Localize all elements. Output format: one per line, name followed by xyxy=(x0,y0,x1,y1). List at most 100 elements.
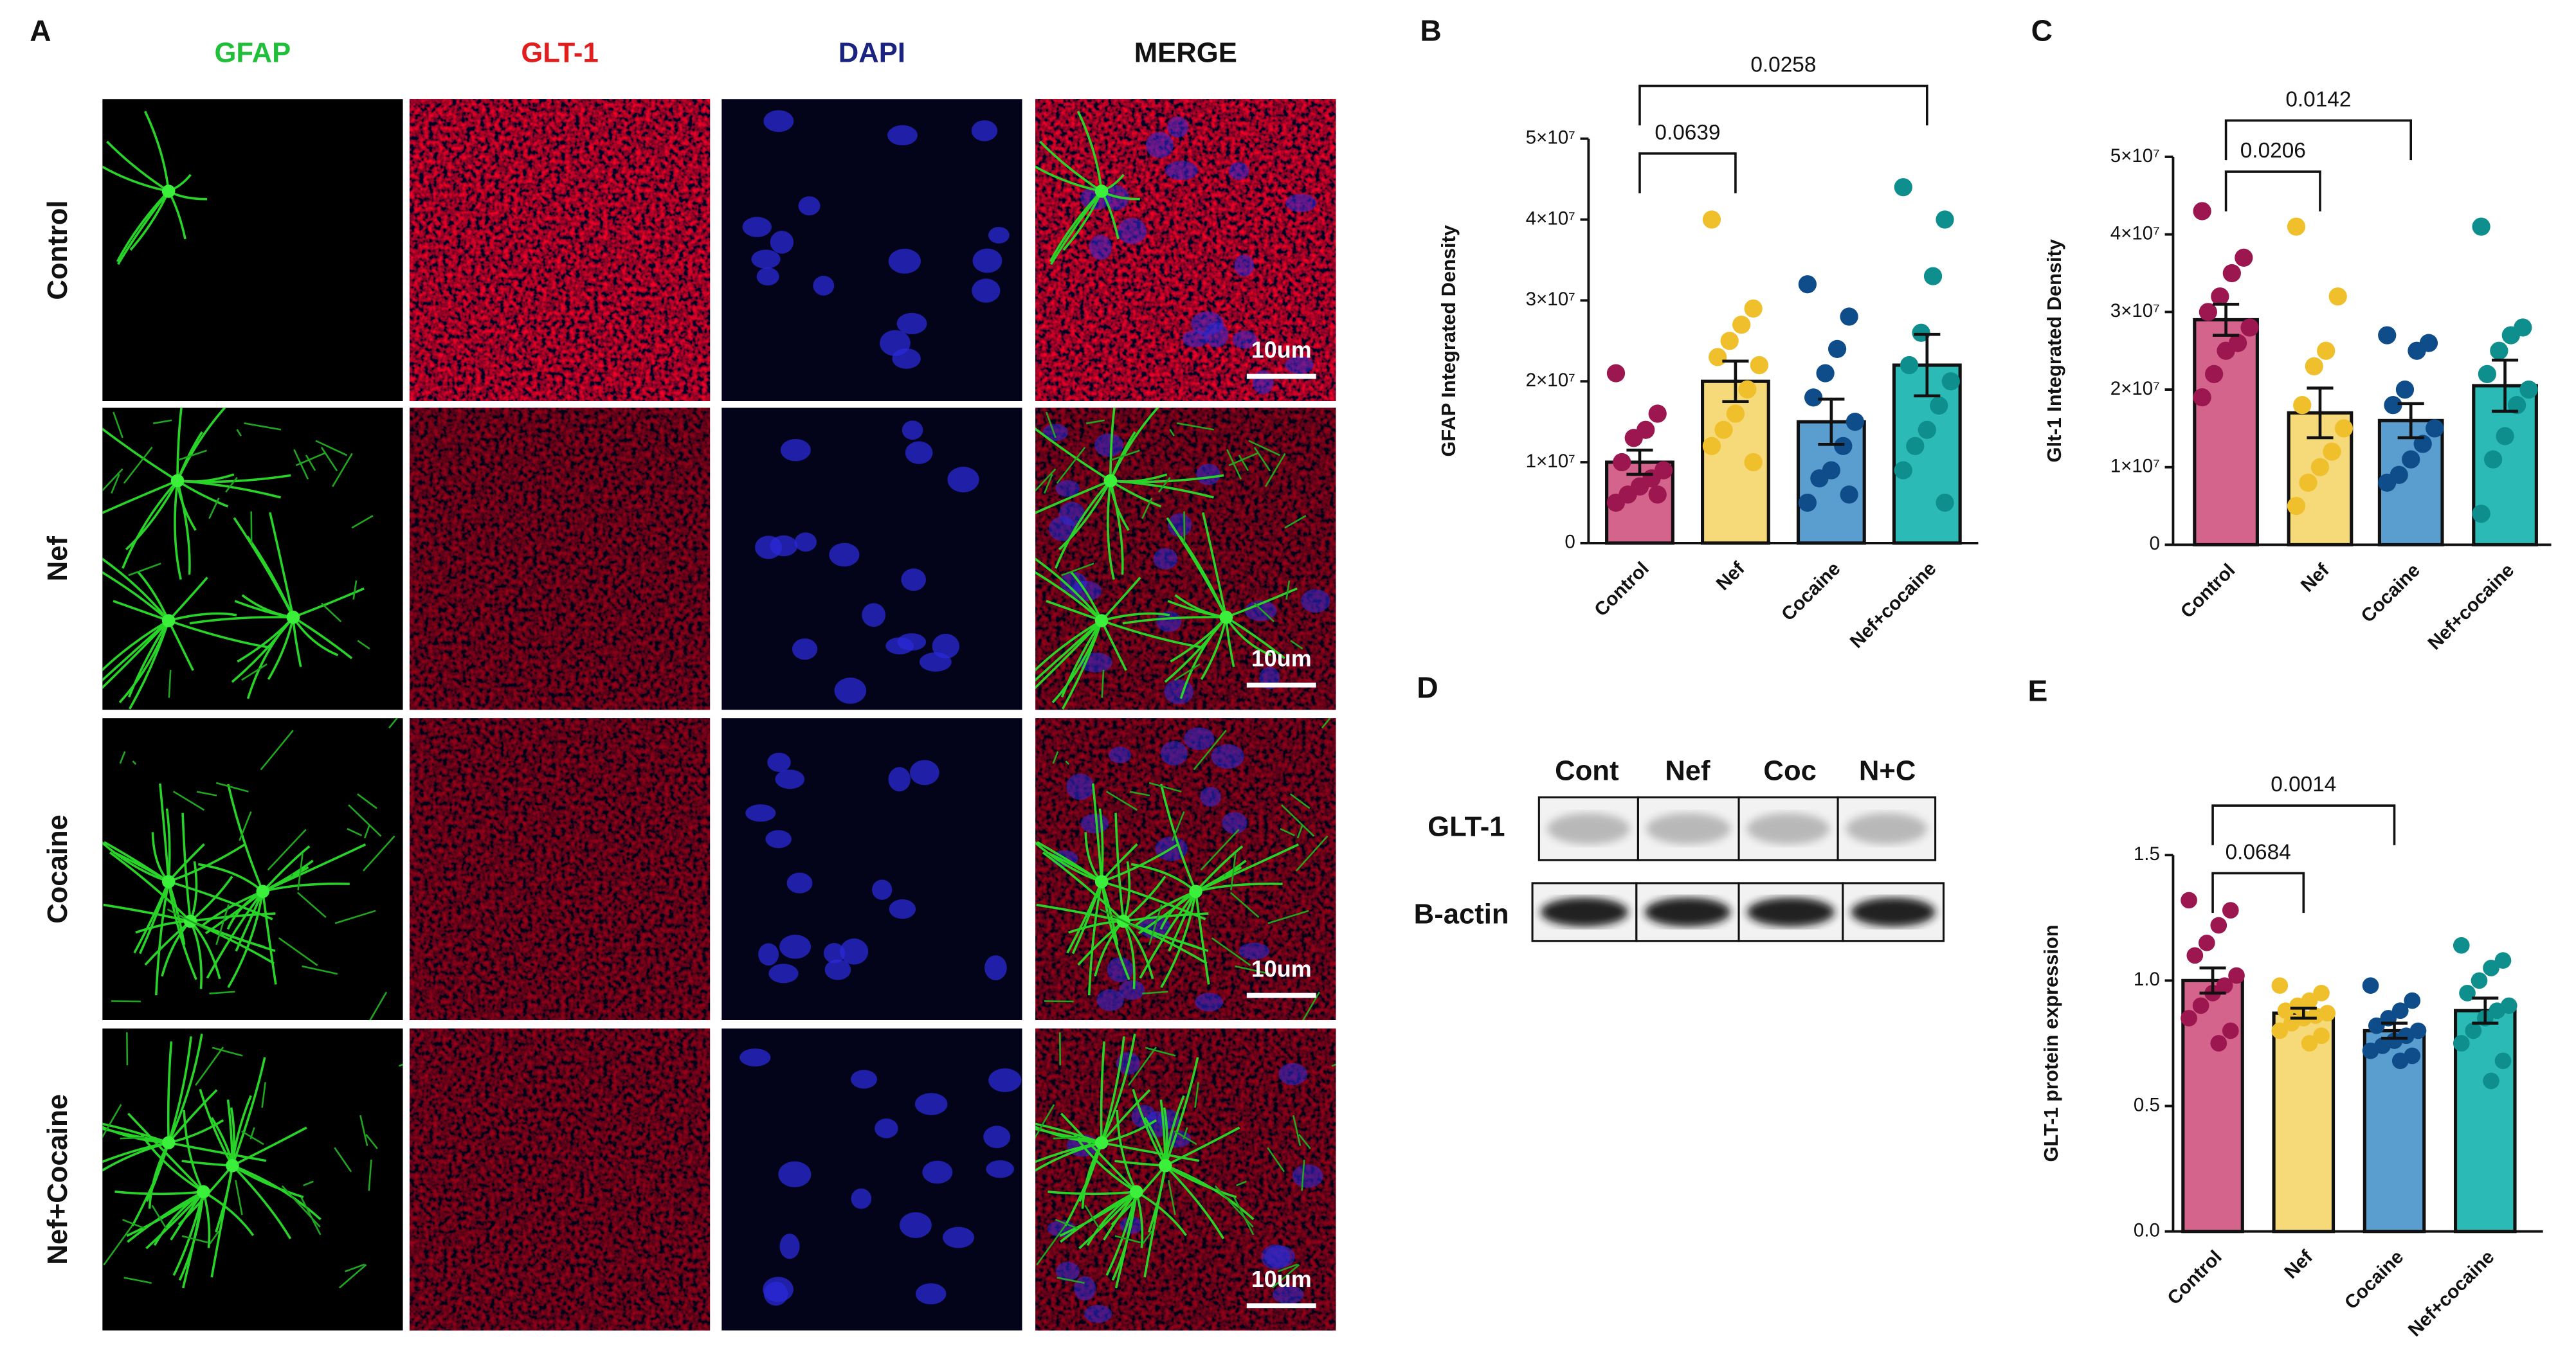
micrograph xyxy=(721,408,1022,710)
nucleus xyxy=(1074,1276,1096,1301)
fiber xyxy=(249,1127,255,1140)
astrocyte-process xyxy=(1107,480,1115,580)
data-point xyxy=(1834,436,1853,455)
micrograph xyxy=(409,408,711,710)
astrocyte-process xyxy=(155,881,170,996)
fiber xyxy=(357,640,370,650)
astrocyte-process xyxy=(1100,1033,1136,1144)
significance-bracket xyxy=(2224,119,2413,161)
astrocyte-process xyxy=(102,1122,169,1144)
astrocyte-process xyxy=(167,1089,218,1144)
fiber xyxy=(1141,498,1153,519)
astrocyte-process xyxy=(1035,1128,1102,1144)
fiber xyxy=(315,440,348,456)
astrocyte-process xyxy=(122,480,179,569)
astrocyte-process xyxy=(159,783,170,882)
data-point xyxy=(1744,299,1763,318)
astrocyte-soma xyxy=(1189,885,1202,898)
astrocyte-process xyxy=(261,891,277,985)
fiber xyxy=(208,498,220,519)
fiber xyxy=(1253,447,1271,472)
fiber xyxy=(132,760,137,765)
nucleus xyxy=(792,638,818,660)
data-point xyxy=(2453,937,2470,954)
nucleus xyxy=(1048,516,1076,541)
astrocyte-process xyxy=(102,620,170,690)
fiber xyxy=(1285,580,1291,600)
fiber xyxy=(177,449,207,461)
astrocyte-process xyxy=(145,1191,204,1250)
data-point xyxy=(1624,429,1643,447)
astrocyte-process xyxy=(1100,1041,1106,1143)
nucleus xyxy=(915,1283,947,1305)
data-point xyxy=(2402,450,2420,469)
data-point xyxy=(2391,1052,2409,1070)
data-point xyxy=(1714,420,1733,439)
fiber xyxy=(1142,1230,1153,1245)
significance-bracket xyxy=(2211,872,2305,913)
x-tick-label: Nef+cocaine xyxy=(2424,560,2518,654)
fiber xyxy=(1267,1147,1285,1173)
fiber xyxy=(334,910,376,924)
astrocyte-soma xyxy=(256,885,269,898)
data-point xyxy=(2472,505,2490,523)
fiber xyxy=(1145,1047,1176,1057)
error-bar xyxy=(2381,1021,2408,1040)
y-tick-label: 0.5 xyxy=(2134,1094,2160,1115)
nucleus xyxy=(971,120,998,141)
data-point xyxy=(2404,992,2421,1009)
fiber xyxy=(119,751,126,764)
nucleus xyxy=(888,767,911,792)
astrocyte-process xyxy=(1073,1133,1138,1193)
astrocyte-process xyxy=(1035,480,1111,514)
fiber xyxy=(369,991,388,1021)
fiber xyxy=(1301,1159,1305,1191)
blot-band xyxy=(1547,813,1630,845)
data-point xyxy=(2217,341,2235,360)
fiber xyxy=(215,782,249,793)
fiber xyxy=(1331,1063,1336,1067)
data-point xyxy=(2494,952,2512,969)
nucleus xyxy=(988,226,1010,244)
x-tick-label: Cocaine xyxy=(2357,560,2424,627)
micrograph xyxy=(721,1028,1022,1331)
astrocyte-process xyxy=(181,1191,205,1289)
micrograph xyxy=(1035,99,1336,402)
data-point xyxy=(2384,396,2402,415)
data-point xyxy=(2323,442,2341,461)
fiber xyxy=(1105,791,1138,811)
astrocyte-process xyxy=(148,1142,170,1209)
data-point xyxy=(2186,947,2204,964)
nucleus xyxy=(1042,424,1069,442)
data-point xyxy=(2472,217,2490,236)
astrocyte-process xyxy=(1225,616,1286,660)
data-point xyxy=(1840,307,1858,326)
astrocyte-process xyxy=(1100,1036,1125,1144)
data-point xyxy=(2240,318,2259,337)
astrocyte-process xyxy=(1035,165,1102,193)
panel-letter: D xyxy=(1417,671,1438,705)
fiber xyxy=(196,791,217,796)
fiber xyxy=(181,1235,208,1244)
fiber xyxy=(1111,449,1140,461)
fiber xyxy=(1177,422,1214,431)
fiber xyxy=(1061,562,1094,577)
data-point xyxy=(2293,396,2312,415)
astrocyte-process xyxy=(129,190,170,251)
data-point xyxy=(2494,1052,2512,1070)
astrocyte-process xyxy=(1039,140,1103,192)
fiber xyxy=(1298,1133,1311,1149)
fiber xyxy=(1172,811,1185,841)
red-signal xyxy=(1035,718,1336,1021)
x-tick-label: Cocaine xyxy=(2341,1246,2408,1314)
astrocyte-process xyxy=(168,1141,267,1162)
fiber xyxy=(352,580,358,600)
data-point xyxy=(1930,396,1948,415)
astrocyte-process xyxy=(1064,1142,1103,1227)
astrocyte-process xyxy=(127,1112,204,1193)
fiber xyxy=(1211,937,1251,966)
nucleus xyxy=(922,1160,953,1184)
nucleus xyxy=(983,1126,1011,1149)
astrocyte-process xyxy=(1060,1191,1138,1243)
